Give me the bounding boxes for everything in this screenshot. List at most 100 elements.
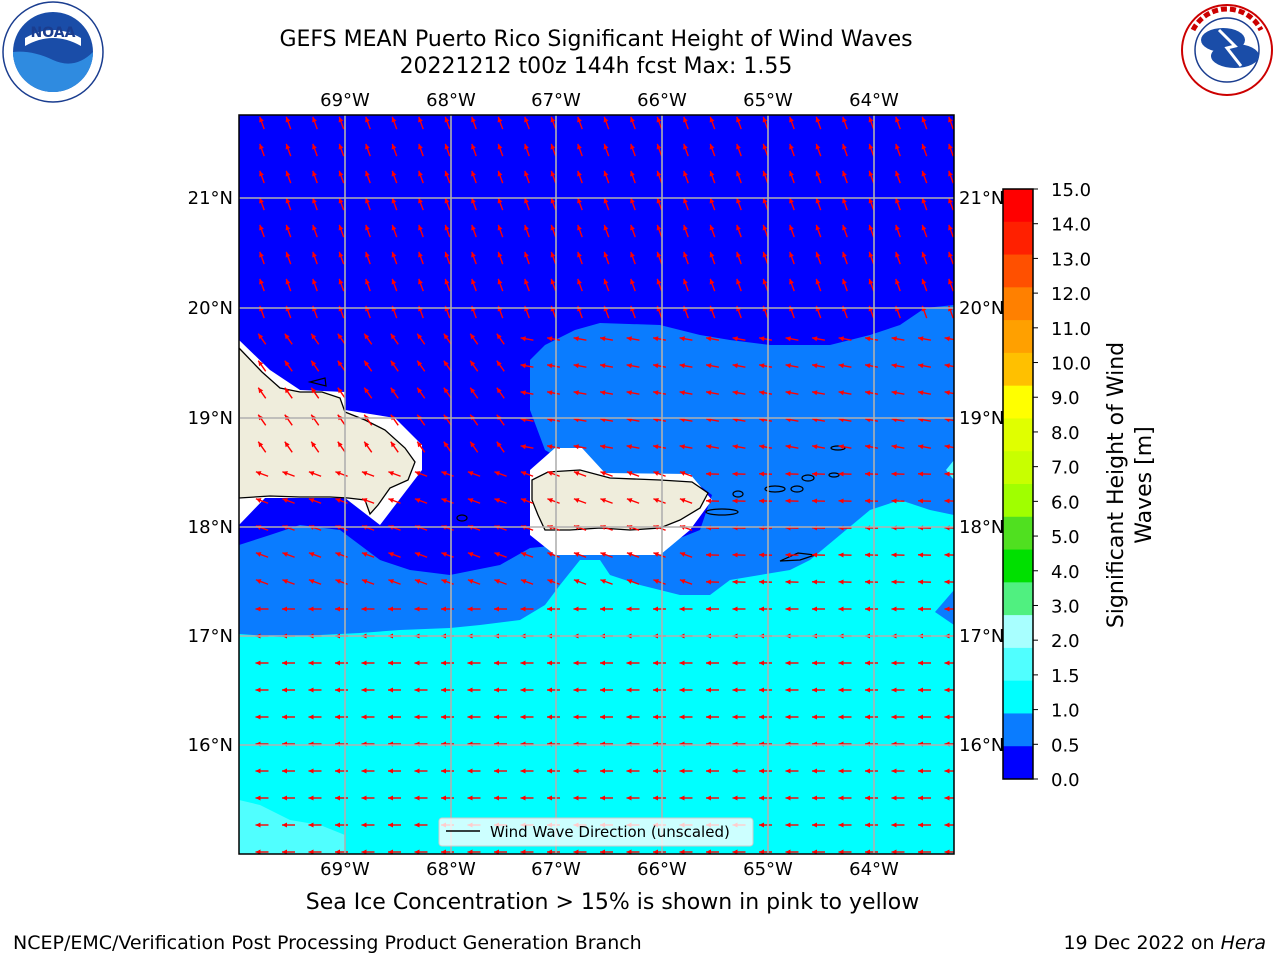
wind-arrow-head <box>865 714 870 720</box>
wind-arrow-head <box>918 768 923 774</box>
colorbar-tick-label: 0.5 <box>1051 735 1080 756</box>
wind-arrow-head <box>630 116 635 123</box>
wind-arrow-head <box>282 849 287 854</box>
colorbar-tick-label: 15.0 <box>1051 180 1091 201</box>
wind-arrow-head <box>494 768 499 774</box>
wind-arrow-head <box>259 197 264 204</box>
wind-arrow-head <box>891 795 897 801</box>
wind-arrow-head <box>337 360 343 367</box>
wind-arrow-head <box>785 687 791 693</box>
wind-arrow-head <box>524 251 529 258</box>
wind-arrow-head <box>653 444 659 450</box>
wind-arrow-head <box>679 363 685 369</box>
wind-arrow-head <box>732 336 738 342</box>
colorbar-segment <box>1003 647 1033 682</box>
wind-arrow-head <box>547 498 553 503</box>
wind-arrow-head <box>255 606 261 612</box>
wind-arrow-head <box>573 687 579 693</box>
noaa-logo-text: NOAA <box>31 25 76 41</box>
wind-arrow-head <box>679 714 685 720</box>
wind-arrow-head <box>337 333 343 340</box>
wind-arrow-head <box>732 687 738 693</box>
wind-arrow-head <box>282 768 287 774</box>
wind-arrow-head <box>259 170 264 177</box>
wind-arrow-head <box>520 363 526 369</box>
wind-arrow-head <box>653 687 658 693</box>
wind-arrow-head <box>812 768 817 774</box>
wind-arrow-head <box>944 444 950 450</box>
wind-arrow-head <box>865 498 871 504</box>
wind-arrow-head <box>337 441 343 448</box>
wind-arrow-head <box>891 552 897 558</box>
colorbar-segment <box>1003 254 1033 288</box>
wind-arrow-head <box>895 224 900 231</box>
wind-arrow-head <box>603 224 609 231</box>
wind-arrow-head <box>391 278 397 285</box>
wind-arrow-head <box>285 278 291 285</box>
wind-arrow-head <box>414 660 420 666</box>
wind-arrow-head <box>520 444 526 450</box>
wind-arrow-head <box>600 849 605 854</box>
wind-arrow-head <box>732 795 738 801</box>
wind-arrow-head <box>312 278 317 285</box>
wind-arrow-head <box>467 795 473 801</box>
wind-arrow-head <box>520 849 526 854</box>
lat-label-left: 19°N <box>188 408 233 429</box>
wind-arrow-head <box>600 714 605 720</box>
wave-band-1.5-2.0-east <box>946 460 954 480</box>
wind-arrow-head <box>524 197 529 204</box>
wind-arrow-head <box>762 251 768 258</box>
wind-arrow-head <box>789 116 794 123</box>
wind-arrow-head <box>550 116 556 123</box>
wind-arrow-head <box>550 197 556 204</box>
wind-arrow-head <box>812 552 818 558</box>
colorbar-segment <box>1003 287 1033 321</box>
wind-arrow-head <box>259 143 264 150</box>
wind-arrow-head <box>418 278 423 285</box>
wind-arrow-head <box>948 251 953 258</box>
lat-label-left: 17°N <box>188 626 233 647</box>
lon-label-top: 69°W <box>320 90 370 111</box>
wind-arrow-head <box>653 660 658 666</box>
wind-arrow-head <box>365 197 370 204</box>
wind-arrow-head <box>255 498 262 503</box>
wind-arrow-head <box>626 363 632 369</box>
colorbar-tick-label: 13.0 <box>1051 249 1091 270</box>
chart-title: GEFS MEAN Puerto Rico Significant Height… <box>279 27 913 52</box>
wind-arrow-head <box>494 714 499 720</box>
wind-arrow-head <box>706 606 711 612</box>
wind-arrow-head <box>838 849 844 854</box>
wind-arrow-head <box>600 795 605 801</box>
footer-date-text: 19 Dec 2022 on <box>1063 932 1221 954</box>
wind-arrow-head <box>656 251 662 258</box>
wind-arrow-head <box>815 251 821 258</box>
wind-arrow-head <box>577 116 582 123</box>
wind-arrow-head <box>759 822 764 828</box>
wind-arrow-head <box>868 224 874 231</box>
wind-arrow-head <box>895 116 900 123</box>
wind-arrow-head <box>812 579 818 585</box>
wind-arrow-head <box>312 143 317 150</box>
colorbar-segment <box>1003 451 1033 485</box>
wind-arrow-head <box>656 278 662 285</box>
wind-arrow-head <box>921 251 927 258</box>
wind-arrow-head <box>573 714 579 720</box>
wind-arrow-head <box>759 552 765 558</box>
colorbar-tick-label: 4.0 <box>1051 562 1080 583</box>
wind-arrow-head <box>709 170 715 177</box>
wind-arrow-head <box>547 336 553 342</box>
wind-arrow-head <box>497 197 503 204</box>
wind-arrow-head <box>496 333 502 340</box>
wind-arrow-head <box>547 444 553 450</box>
wind-arrow-head <box>600 768 605 774</box>
wind-arrow-head <box>812 336 818 342</box>
wind-arrow-head <box>361 687 367 693</box>
wind-arrow-head <box>732 660 738 666</box>
wind-arrow-head <box>626 714 632 720</box>
wind-arrow-head <box>759 363 765 369</box>
wind-arrow-head <box>550 143 556 150</box>
wind-arrow-head <box>494 606 499 612</box>
wind-arrow-head <box>865 795 870 801</box>
wind-arrow-head <box>361 606 367 612</box>
wind-arrow-head <box>679 579 686 584</box>
